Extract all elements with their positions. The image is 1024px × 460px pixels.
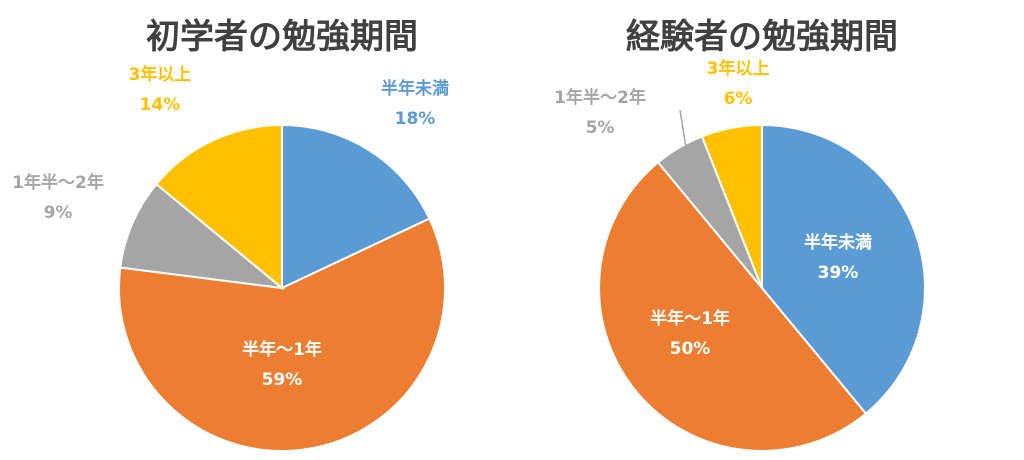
data-label-value-half-year-or-less: 39%: [818, 263, 859, 283]
chart-title-experienced: 経験者の勉強期間: [626, 17, 898, 57]
pie-slice-half-to-one-year: [598, 160, 868, 452]
data-label-value-one-half-to-two-years: 9%: [44, 203, 73, 223]
data-label-value-half-year-or-less: 18%: [395, 109, 436, 129]
pie-slice-three-plus-years: [700, 123, 763, 289]
pie-slice-three-plus-years: [154, 123, 283, 291]
data-label-value-half-to-one-year: 59%: [262, 370, 303, 390]
data-label-value-half-to-one-year: 50%: [670, 339, 711, 359]
data-label-name-one-half-to-two-years: 1年半～2年: [554, 87, 646, 108]
pie-slice-half-year-or-less: [281, 123, 431, 290]
data-label-name-one-half-to-two-years: 1年半～2年: [12, 172, 104, 193]
pie-chart-experienced: 半年未満 39% 半年～1年 50% 1年半～2年 5% 3年以上 6%: [554, 58, 926, 452]
data-label-name-three-plus-years: 3年以上: [129, 64, 192, 85]
leader-line: [679, 109, 689, 161]
pie-slice-one-half-to-two-years: [119, 182, 286, 290]
pie-chart-beginners: 半年未満 18% 半年～1年 59% 1年半～2年 9% 3年以上 14%: [12, 64, 449, 452]
data-label-name-half-year-or-less: 半年未満: [381, 78, 449, 99]
chart-title-beginners: 初学者の勉強期間: [146, 17, 418, 57]
pie-slice-half-year-or-less: [761, 123, 926, 416]
data-label-name-half-to-one-year: 半年～1年: [242, 339, 322, 360]
data-label-value-three-plus-years: 6%: [724, 89, 753, 109]
data-label-name-three-plus-years: 3年以上: [707, 58, 770, 79]
data-label-name-half-year-or-less: 半年未満: [804, 232, 872, 253]
pie-slice-half-to-one-year: [118, 217, 446, 452]
data-label-value-three-plus-years: 14%: [140, 95, 181, 115]
data-label-value-one-half-to-two-years: 5%: [586, 118, 615, 138]
data-label-name-half-to-one-year: 半年～1年: [650, 308, 730, 329]
